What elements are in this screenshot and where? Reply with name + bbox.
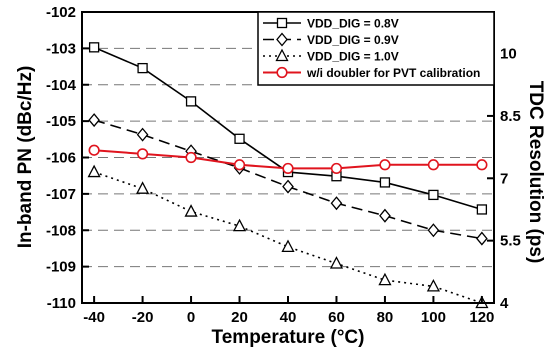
x-tick-label: 20 [231,309,248,326]
data-point [379,208,391,223]
data-point [88,144,100,156]
axis-layer: -102 -103 -104 -105 -106 -107 -108 -109 -110 4 5.5… [46,4,521,326]
data-point [281,239,295,253]
data-point [87,164,101,178]
legend-marker [275,48,289,62]
y-tick-label: -109 [46,259,76,276]
legend-label: VDD_DIG = 0.9V [307,33,399,47]
data-point [185,151,197,164]
y2-tick-label: 5.5 [500,233,521,250]
x-axis-title: Temperature (°C) [212,327,365,348]
data-point [329,256,344,269]
data-point [184,204,198,217]
series-triangle [87,164,489,309]
y-tick-label: -108 [46,222,76,239]
y-tick-label: -110 [47,295,76,312]
data-point [185,96,197,107]
data-point [282,179,294,194]
data-point [379,177,391,188]
legend-label: VDD_DIG = 0.8V [307,17,399,31]
series-diamond [88,113,488,246]
x-tick-label: 80 [377,309,394,326]
y-tick-label: -106 [46,150,76,167]
data-point [427,159,440,171]
data-point [476,204,488,215]
data-point [378,272,392,286]
data-point [428,189,439,201]
data-point [426,278,440,292]
data-point [330,162,343,175]
data-point [137,62,148,74]
y2-tick-label: 8.5 [500,108,521,125]
legend-marker [276,66,288,79]
series-circle [88,144,488,175]
legend: VDD_DIG = 0.8V VDD_DIG = 0.9V VDD_DIG = 1.… [257,11,495,86]
x-tick-label: -20 [132,309,154,326]
data-point [476,159,488,171]
data-point [88,42,100,53]
y2-axis-title: TDC Resolution (ps) [525,81,546,264]
x-tick-label: 0 [187,309,195,326]
y-tick-label: -105 [46,113,76,130]
x-tick-label: -40 [83,309,105,326]
y2-tick-label: 4 [500,295,509,312]
data-point [233,159,246,171]
data-point [379,159,391,171]
x-tick-label: 60 [328,309,345,326]
y-tick-label: -103 [46,40,76,57]
y2-tick-label: 7 [500,170,508,187]
data-point [136,148,149,160]
series-layer [87,42,489,309]
x-tick-label: 40 [280,309,297,326]
y-axis-title: In-band PN (dBc/Hz) [15,66,36,249]
data-point [136,181,150,194]
data-point [136,127,149,142]
x-tick-label: 120 [469,309,494,326]
legend-marker [276,17,288,29]
legend-marker [276,32,288,47]
series-line [93,171,483,304]
data-point [234,133,245,144]
data-point [476,231,488,246]
data-point [427,223,440,238]
y-tick-label: -107 [46,186,76,203]
data-point [330,196,343,211]
data-point [88,113,100,128]
y2-tick-label: 10 [500,46,517,63]
data-point [232,218,247,232]
y-tick-label: -102 [46,4,76,21]
series-line [93,119,483,240]
legend-label: VDD_DIG = 1.0V [307,50,399,64]
x-tick-label: 100 [421,309,446,326]
data-point [282,162,294,175]
legend-label: w/i doubler for PVT calibration [306,66,480,80]
y-tick-label: -104 [46,77,77,94]
